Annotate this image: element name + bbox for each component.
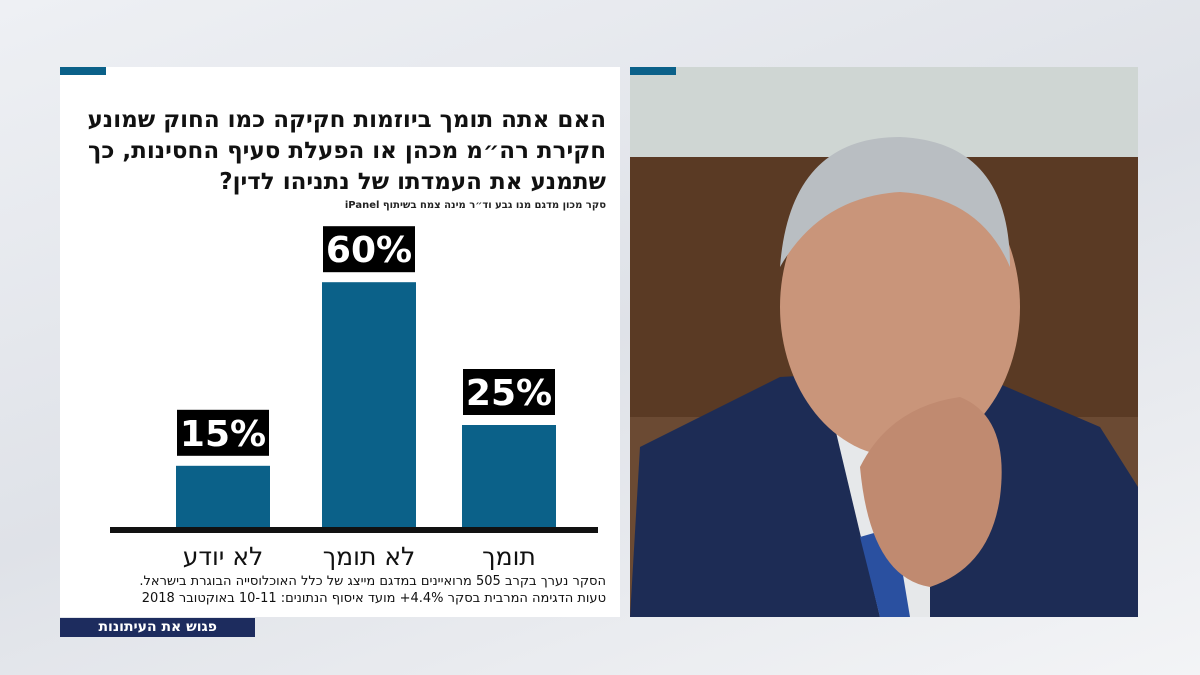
label-box xyxy=(323,226,415,273)
category-label: לא תומך xyxy=(323,542,416,571)
bar xyxy=(462,425,556,527)
category-label: לא יודע xyxy=(183,542,264,571)
value-label: 60% xyxy=(326,230,412,271)
chart-title: האם אתה תומך ביוזמות חקיקה כמו החוק שמונ… xyxy=(87,107,606,195)
chart: 25% תומך 60% לא תומך 15% לא יודע xyxy=(110,226,598,571)
bar xyxy=(176,465,270,527)
source: סקר מכון מדגם מנו גבע וד״ר מינה צמח בשית… xyxy=(344,200,606,211)
bar xyxy=(322,282,416,527)
value-label: 15% xyxy=(180,414,266,455)
accent xyxy=(630,67,676,75)
photo xyxy=(630,67,1138,617)
label-box xyxy=(463,369,555,415)
footnote: הסקר נערך בקרב 505 מרואיינים במדגם מייצג… xyxy=(139,574,606,589)
chart-panel: האם אתה תומך ביוזמות חקיקה כמו החוק שמונ… xyxy=(60,67,620,617)
footnotes: הסקר נערך בקרב 505 מרואיינים במדגם מייצג… xyxy=(66,573,606,607)
category-label: תומך xyxy=(482,542,536,571)
label-box xyxy=(177,409,269,456)
program-banner: פגוש את העיתונות xyxy=(60,618,255,637)
accent xyxy=(60,67,106,75)
value-label: 25% xyxy=(466,373,552,414)
footnote: טעות הדגימה המרבית בסקר 4.4%+ מועד איסוף… xyxy=(141,591,606,606)
